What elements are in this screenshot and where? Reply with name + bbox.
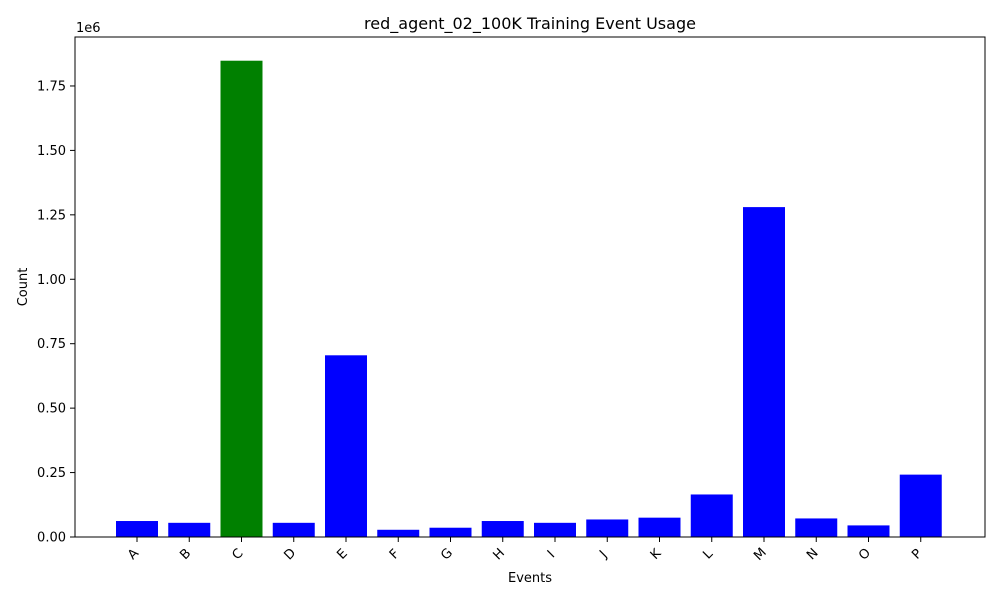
x-tick-label-K: K (648, 546, 665, 563)
x-tick-label-J: J (596, 548, 610, 562)
x-tick-label-P: P (909, 546, 925, 562)
y-tick-label: 0.25 (37, 466, 66, 481)
chart-title: red_agent_02_100K Training Event Usage (364, 14, 696, 34)
bar-E (325, 355, 367, 537)
x-tick-label-E: E (334, 546, 350, 562)
bars-layer (116, 60, 942, 538)
bar-D (272, 522, 315, 537)
bar-C (220, 60, 263, 538)
x-tick-label-N: N (804, 546, 821, 563)
x-tick-label-G: G (438, 546, 456, 564)
y-axis-label: Count (16, 268, 31, 307)
bar-F (377, 529, 420, 537)
plot-frame (74, 36, 986, 538)
y-tick-label: 0.00 (37, 531, 66, 546)
x-tick-label-M: M (751, 545, 770, 564)
x-tick-label-O: O (856, 546, 874, 564)
x-tick-label-C: C (230, 546, 247, 563)
x-tick-label-H: H (491, 546, 509, 564)
bar-H (481, 521, 524, 537)
y-tick-label: 0.50 (37, 402, 66, 417)
bar-B (168, 522, 211, 537)
x-axis: A B C D E F G H I J K L M N O P (125, 537, 925, 564)
x-tick-label-D: D (281, 546, 299, 564)
y-tick-label: 1.25 (37, 208, 66, 223)
y-axis: 0.00 0.25 0.50 0.75 1.00 1.25 1.50 1.75 (37, 79, 75, 546)
x-tick-label-L: L (700, 546, 716, 562)
bar-O (847, 525, 890, 537)
y-tick-label: 1.50 (37, 144, 66, 159)
x-axis-label: Events (508, 571, 552, 586)
bar-L (690, 494, 733, 537)
y-offset-text: 1e6 (76, 21, 101, 36)
y-tick-label: 0.75 (37, 337, 66, 352)
bar-J (586, 519, 629, 537)
bar-N (795, 518, 838, 537)
x-tick-label-A: A (125, 546, 142, 563)
bar-M (743, 207, 785, 537)
bar-I (534, 522, 576, 537)
y-tick-label: 1.00 (37, 273, 66, 288)
x-tick-label-B: B (177, 546, 194, 563)
bar-K (638, 517, 681, 537)
x-tick-label-I: I (545, 548, 558, 561)
bar-P (899, 474, 942, 537)
bar-A (116, 521, 158, 537)
bar-G (429, 527, 472, 537)
y-tick-label: 1.75 (37, 79, 66, 94)
x-tick-label-F: F (387, 547, 403, 563)
